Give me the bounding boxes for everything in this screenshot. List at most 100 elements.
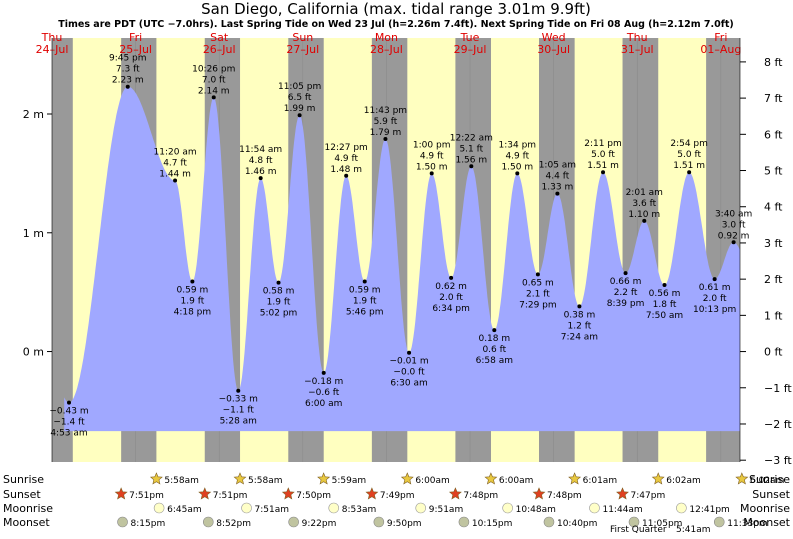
- sunrise-icon: [568, 472, 582, 485]
- sunrise-icon: [400, 472, 414, 485]
- tide-time-label: 11:05 pm: [278, 82, 321, 92]
- tide-time-label: 5:28 am: [220, 417, 257, 427]
- tide-time-label: 3:40 am: [715, 209, 752, 219]
- moonset-time: 11:05pm: [642, 519, 682, 529]
- moon-phase-time: 5:41am: [676, 525, 711, 535]
- sunset-icon: [365, 487, 379, 500]
- sunrise-icon: [484, 472, 498, 485]
- sunset-icon: [114, 487, 128, 500]
- tide-meter-label: 1.44 m: [159, 170, 191, 180]
- tide-time-label: 4:18 pm: [174, 307, 212, 317]
- tide-feet-label: −0.0 ft: [393, 368, 425, 378]
- moonset-icon: [628, 516, 640, 528]
- moonrise-time: 7:51am: [255, 505, 290, 515]
- right-axis-tick-label: 6 ft: [764, 128, 783, 141]
- moonrise-time: 12:41pm: [689, 505, 729, 515]
- tide-meter-label: −0.18 m: [304, 377, 343, 387]
- tide-meter-label: −0.01 m: [389, 357, 428, 367]
- tide-time-label: 10:26 pm: [192, 64, 235, 74]
- tide-point: [712, 277, 717, 282]
- sunset-icon: [448, 487, 462, 500]
- sunrise-icon: [735, 472, 749, 485]
- moonset-time: 11:33pm: [727, 519, 767, 529]
- day-date: 31–Jul: [621, 43, 654, 56]
- row-label-left: Sunset: [3, 488, 41, 501]
- tide-point: [535, 272, 540, 277]
- tide-extreme-labels: −0.43 m−1.4 ft4:53 am 9:45 pm7.3 ft2.23 m…: [49, 54, 752, 439]
- tide-meter-label: 1.51 m: [587, 161, 619, 171]
- tide-time-label: 2:01 am: [626, 188, 663, 198]
- tide-time-label: 6:30 am: [390, 379, 427, 389]
- tide-meter-label: 1.50 m: [416, 162, 448, 172]
- tide-point: [687, 170, 692, 175]
- right-axis-tick-label: 2 ft: [764, 273, 783, 286]
- sunrise-time: 6:01am: [583, 476, 618, 486]
- tide-point: [362, 279, 367, 284]
- tide-point: [731, 240, 736, 245]
- tide-point: [469, 164, 474, 169]
- tide-curve: [64, 86, 740, 432]
- moonset-icon: [543, 516, 555, 528]
- day-weekday: Fri: [129, 31, 142, 44]
- moonrise-icon: [676, 502, 687, 514]
- tide-meter-label: 0.59 m: [349, 285, 381, 295]
- tide-point: [623, 271, 628, 276]
- row-label-right: Moonrise: [740, 502, 790, 515]
- tide-time-label: 4:53 am: [50, 429, 87, 439]
- right-axis-tick-label: 4 ft: [764, 201, 783, 214]
- tide-time-label: 1:00 pm: [413, 140, 451, 150]
- tide-feet-label: 5.0 ft: [591, 150, 615, 160]
- tide-feet-label: 5.1 ft: [459, 144, 483, 154]
- moonset-icon: [203, 516, 214, 528]
- tide-time-label: 7:50 am: [646, 311, 683, 321]
- tide-time-label: 2:54 pm: [670, 139, 708, 149]
- moonset-icon: [713, 516, 725, 528]
- tide-time-label: 9:45 pm: [109, 54, 147, 64]
- tide-point: [662, 283, 667, 288]
- tide-feet-label: 3.6 ft: [632, 199, 656, 209]
- tide-feet-label: 2.0 ft: [703, 294, 727, 304]
- left-axis-meters: 0 m 1 m 2 m: [23, 38, 53, 462]
- day-weekday: Thu: [41, 31, 63, 44]
- tide-feet-label: 0.6 ft: [482, 345, 506, 355]
- sunrise-icon: [317, 472, 331, 485]
- tide-meter-label: 1.46 m: [245, 167, 277, 177]
- tide-point: [125, 84, 130, 89]
- moonset-icon: [117, 516, 128, 528]
- right-axis-tick-label: 5 ft: [764, 165, 783, 178]
- day-date: 26–Jul: [203, 43, 236, 56]
- tide-time-label: 7:24 am: [561, 332, 598, 342]
- tide-meter-label: 0.59 m: [177, 285, 209, 295]
- row-label-left: Moonset: [3, 516, 50, 529]
- moonset-icon: [373, 516, 385, 528]
- tide-meter-label: 0.61 m: [699, 283, 731, 293]
- moonset-time: 10:40pm: [557, 519, 597, 529]
- tide-feet-label: 1.9 ft: [267, 298, 291, 308]
- moonrise-icon: [153, 502, 165, 514]
- moon-phase-label: First Quarter: [610, 525, 667, 535]
- tide-time-label: 11:20 am: [154, 148, 197, 158]
- sunrise-time: 5:58am: [248, 476, 283, 486]
- moonrise-icon: [502, 502, 513, 514]
- tide-point: [407, 350, 412, 355]
- chart-title: San Diego, California (max. tidal range …: [201, 0, 591, 18]
- tide-feet-label: −0.6 ft: [308, 388, 340, 398]
- tide-area: [64, 86, 740, 432]
- moonrise-icon: [241, 502, 252, 514]
- tide-time-label: 11:54 am: [239, 145, 282, 155]
- tide-meter-label: −0.33 m: [219, 395, 258, 405]
- tide-feet-label: 5.9 ft: [374, 117, 398, 127]
- sunset-icon: [616, 487, 629, 500]
- left-axis-tick-label: 2 m: [23, 108, 44, 121]
- tide-time-label: 5:02 pm: [260, 309, 298, 319]
- tide-feet-label: 5.0 ft: [677, 150, 701, 160]
- day-weekday: Mon: [375, 31, 398, 44]
- sunrise-time: 6:02am: [666, 476, 701, 486]
- sunrise-icon: [651, 472, 665, 485]
- right-axis-feet: −3 ft −2 ft −1 ft 0 ft 1 ft 2 ft 3 ft 4 ft 5 ft 6…: [739, 38, 792, 467]
- moonrise-time: 10:48am: [516, 505, 556, 515]
- tide-point: [429, 171, 434, 176]
- sunset-time: 7:51pm: [129, 491, 164, 501]
- tide-feet-label: −1.1 ft: [223, 406, 255, 416]
- tide-feet-label: 4.9 ft: [420, 151, 444, 161]
